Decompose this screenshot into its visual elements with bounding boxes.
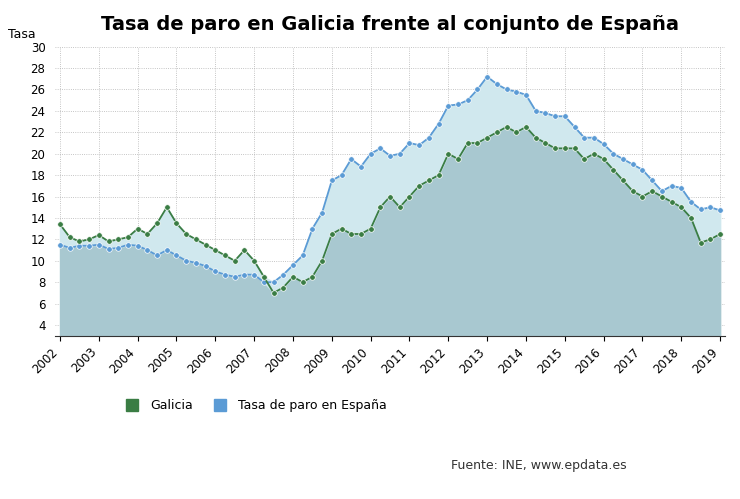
Legend: Galicia, Tasa de paro en España: Galicia, Tasa de paro en España (115, 394, 391, 417)
Title: Tasa de paro en Galicia frente al conjunto de España: Tasa de paro en Galicia frente al conjun… (101, 15, 679, 34)
Text: Fuente: INE, www.epdata.es: Fuente: INE, www.epdata.es (451, 459, 627, 472)
Text: Tasa: Tasa (8, 28, 36, 41)
